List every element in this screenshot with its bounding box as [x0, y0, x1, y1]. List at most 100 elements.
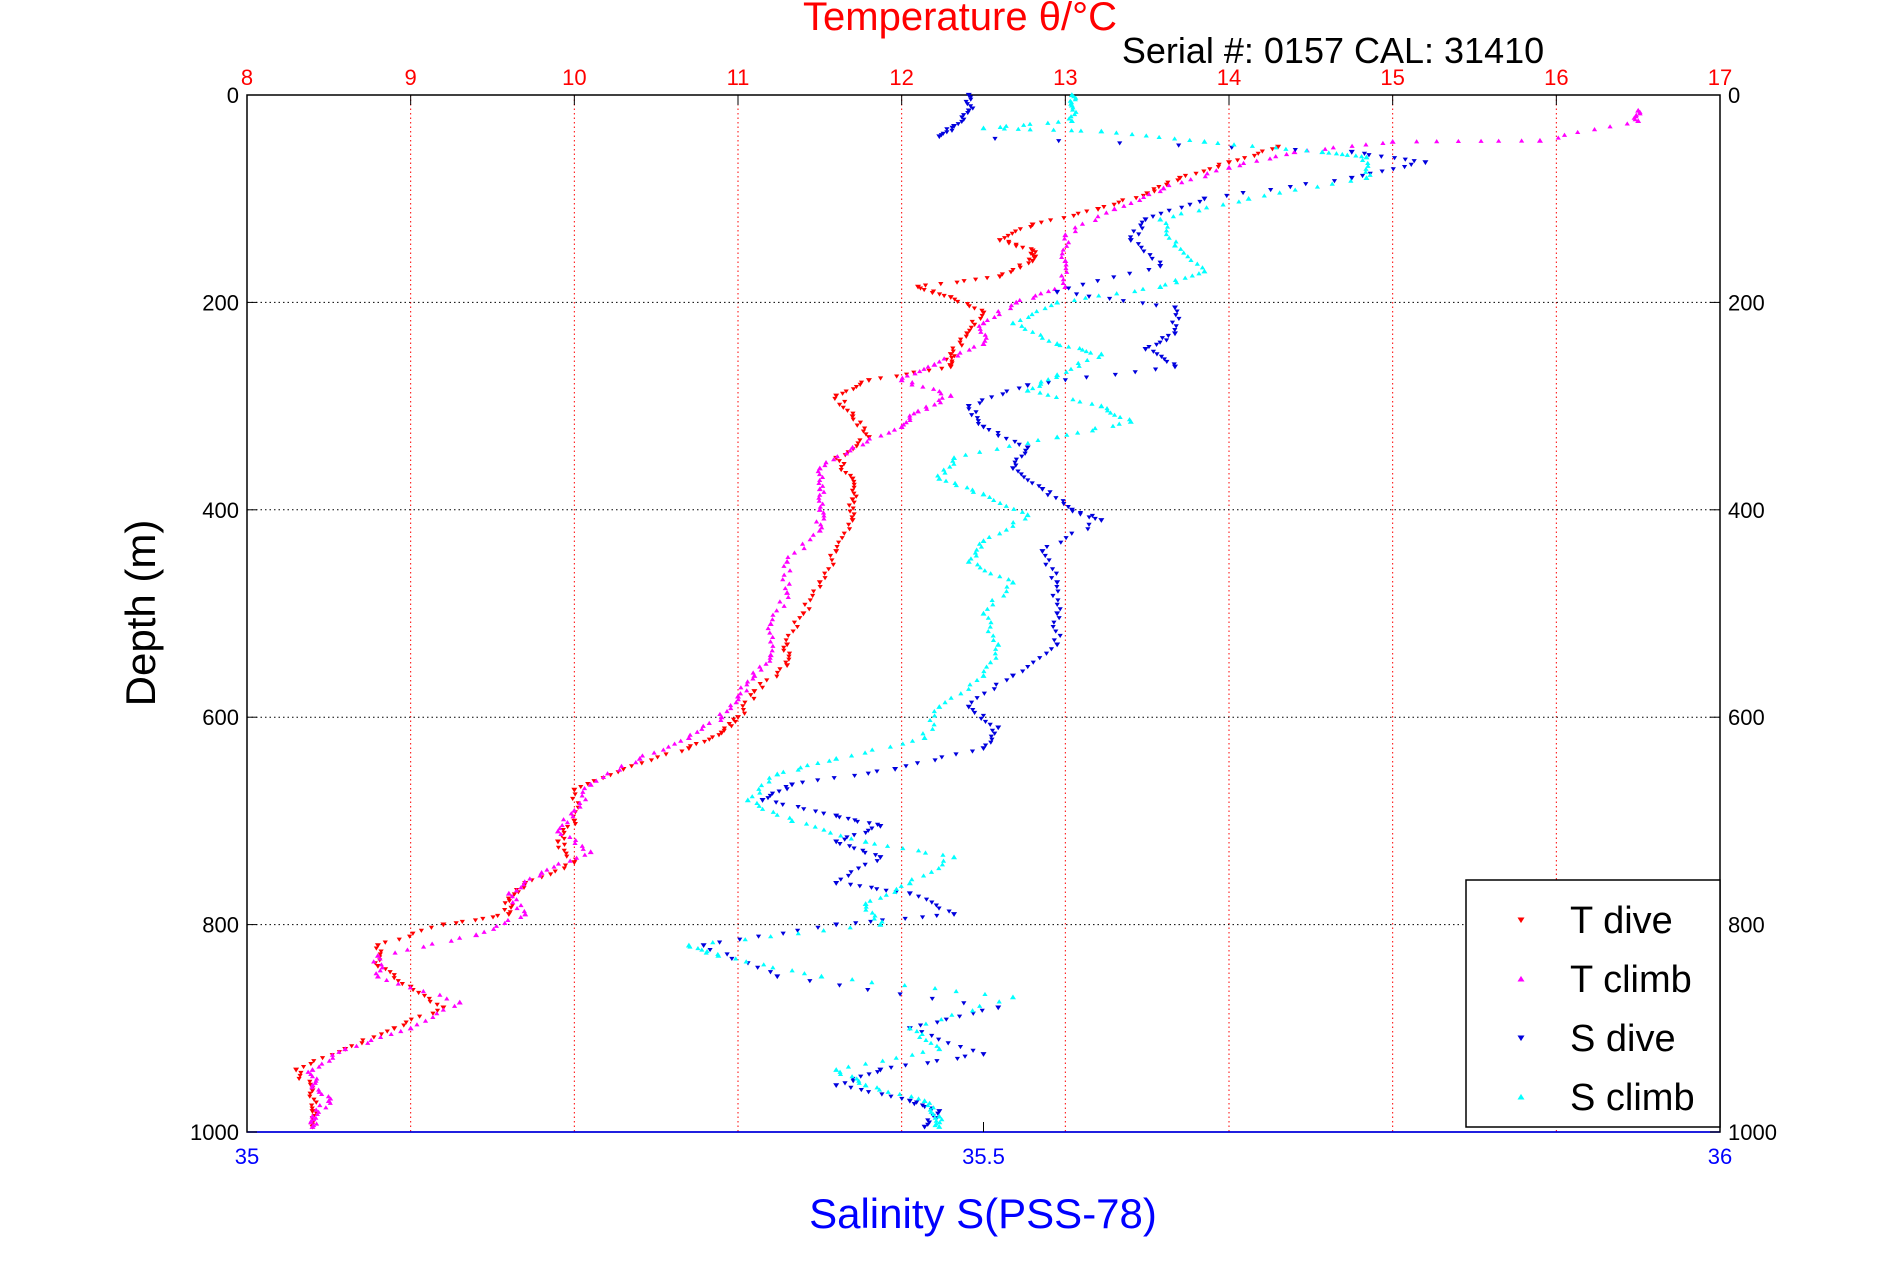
- data-point-interp: [841, 531, 847, 536]
- data-point-interp: [1344, 152, 1350, 157]
- data-point: [833, 1083, 840, 1089]
- legend-label: T climb: [1570, 959, 1692, 1001]
- data-point-interp: [864, 439, 870, 444]
- data-point-interp: [1120, 198, 1126, 203]
- data-point-interp: [949, 125, 955, 130]
- data-point-interp: [1283, 146, 1289, 151]
- data-point-interp: [1169, 320, 1176, 325]
- data-point-interp: [884, 843, 891, 848]
- data-point-interp: [915, 848, 922, 853]
- data-point-interp: [774, 674, 780, 679]
- data-point-interp: [888, 1065, 894, 1070]
- data-point-interp: [434, 1008, 441, 1013]
- data-point-interp: [373, 971, 379, 976]
- data-point: [1363, 154, 1370, 160]
- data-point-interp: [853, 921, 859, 926]
- data-point-interp: [820, 928, 827, 933]
- data-point-interp: [1017, 265, 1023, 270]
- data-point-interp: [313, 1107, 319, 1112]
- data-point-interp: [891, 427, 898, 432]
- data-point-interp: [959, 119, 965, 125]
- data-point-interp: [1138, 223, 1144, 228]
- data-point-interp: [715, 951, 721, 957]
- data-point-interp: [1348, 178, 1354, 183]
- data-point-interp: [1187, 137, 1193, 143]
- data-point-interp: [942, 470, 948, 475]
- data-point-interp: [966, 304, 972, 309]
- x-bottom-tick-label: 35.5: [962, 1144, 1005, 1169]
- data-point-interp: [972, 550, 979, 555]
- x-top-tick-label: 11: [727, 65, 750, 90]
- data-point-interp: [928, 1109, 934, 1114]
- data-point-interp: [1063, 369, 1069, 374]
- data-point-interp: [971, 306, 978, 311]
- data-point: [1157, 284, 1164, 289]
- data-point-interp: [391, 973, 397, 978]
- data-point-interp: [866, 436, 873, 441]
- data-point-interp: [755, 965, 761, 970]
- data-point: [849, 497, 856, 503]
- data-point-interp: [925, 1118, 931, 1123]
- data-point: [1098, 518, 1105, 523]
- data-point-interp: [1303, 182, 1309, 187]
- data-point-interp: [836, 983, 843, 988]
- data-point-interp: [410, 931, 416, 936]
- data-point-interp: [1117, 414, 1123, 420]
- data-point-interp: [1164, 359, 1170, 364]
- data-point-interp: [892, 889, 898, 894]
- data-point-interp: [996, 999, 1002, 1004]
- data-point-interp: [1072, 97, 1078, 102]
- data-point-interp: [939, 862, 946, 867]
- data-point-interp: [791, 550, 798, 555]
- data-point-interp: [507, 910, 513, 915]
- data-point-interp: [1591, 127, 1598, 132]
- data-point-interp: [907, 417, 913, 422]
- data-point-interp: [1020, 669, 1026, 674]
- data-point-interp: [756, 803, 762, 808]
- data-point-interp: [1013, 244, 1019, 249]
- data-point-interp: [1079, 347, 1086, 352]
- data-point-interp: [459, 919, 465, 924]
- data-point: [1157, 216, 1164, 222]
- data-point-interp: [733, 956, 739, 961]
- data-point-interp: [951, 461, 957, 466]
- data-point-interp: [521, 885, 527, 890]
- data-point-interp: [953, 483, 959, 488]
- data-point-interp: [724, 708, 730, 714]
- data-point-interp: [564, 854, 570, 859]
- data-point-interp: [1175, 178, 1181, 183]
- data-point-interp: [909, 1052, 915, 1057]
- data-point: [1013, 299, 1020, 305]
- data-point-interp: [934, 913, 940, 919]
- data-point-interp: [699, 947, 705, 952]
- data-point-interp: [1173, 324, 1179, 329]
- data-point-interp: [843, 470, 849, 476]
- data-point: [587, 849, 594, 855]
- data-point-interp: [959, 343, 965, 348]
- data-point-interp: [874, 1070, 881, 1075]
- data-point-interp: [1179, 205, 1185, 210]
- data-point-interp: [933, 903, 939, 908]
- data-point: [833, 1067, 840, 1072]
- data-point-interp: [880, 1058, 886, 1063]
- data-point-interp: [989, 737, 995, 742]
- data-point-interp: [1240, 190, 1246, 196]
- data-point-interp: [759, 685, 766, 690]
- data-point-interp: [1076, 363, 1082, 368]
- data-point-interp: [316, 1064, 322, 1069]
- data-point-interp: [687, 744, 693, 749]
- data-point-interp: [777, 599, 783, 604]
- data-point: [936, 1124, 943, 1129]
- data-point-interp: [789, 968, 795, 973]
- data-point: [849, 476, 856, 482]
- data-point: [877, 823, 884, 829]
- data-point-interp: [1333, 151, 1340, 156]
- data-point-interp: [679, 749, 685, 754]
- data-point-interp: [851, 479, 857, 484]
- data-point-interp: [429, 941, 435, 946]
- data-point-interp: [986, 534, 992, 540]
- data-point: [456, 999, 463, 1005]
- data-point-interp: [513, 897, 520, 902]
- data-point-interp: [1038, 379, 1044, 384]
